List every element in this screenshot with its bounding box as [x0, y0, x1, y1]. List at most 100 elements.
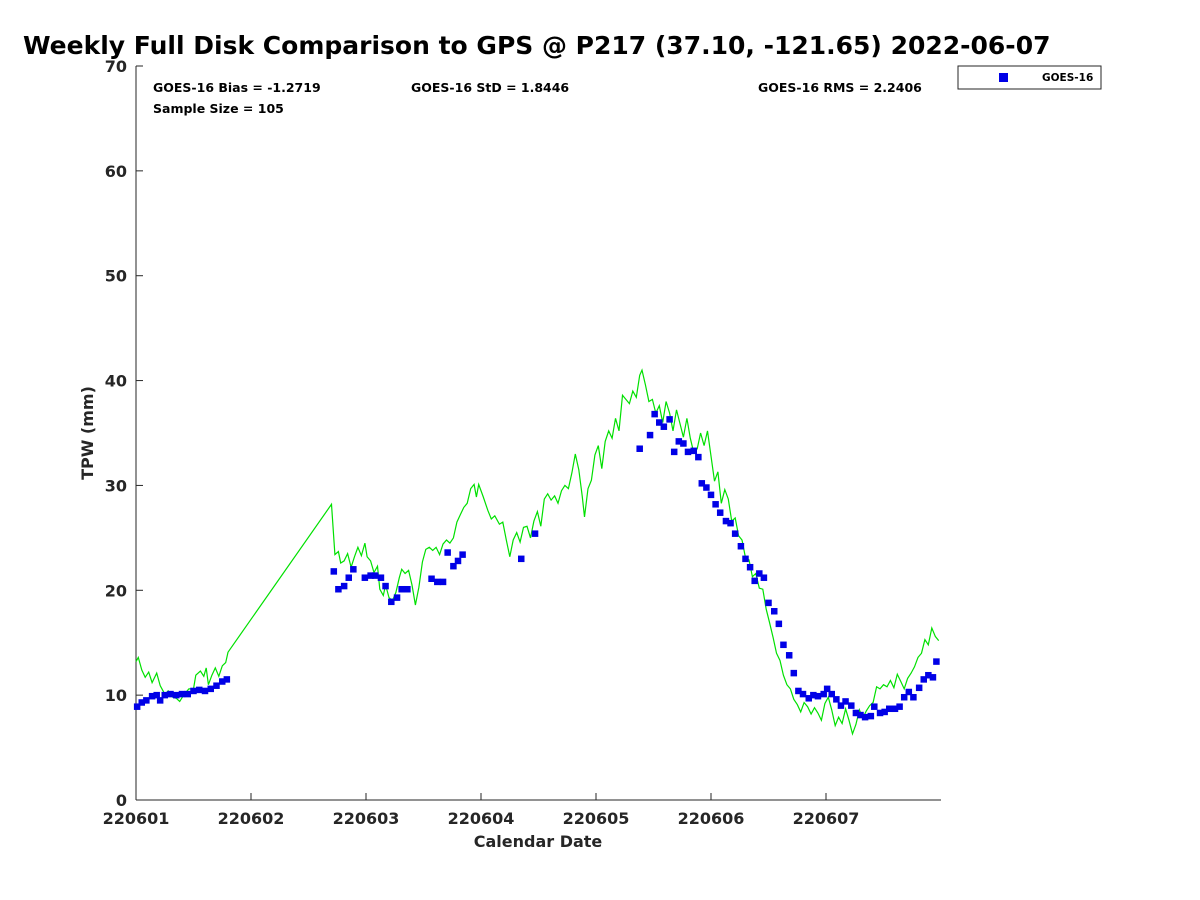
data-point	[439, 578, 447, 586]
data-point	[184, 690, 191, 698]
stat-bias: GOES-16 Bias = -1.2719	[153, 80, 321, 95]
data-point	[161, 691, 168, 699]
data-point	[382, 582, 389, 590]
x-ticks: 220601 220602 220603 220604 220605 220606 2206…	[103, 793, 860, 828]
data-point	[371, 572, 379, 579]
data-point	[896, 703, 903, 710]
data-point	[367, 572, 374, 579]
data-point	[684, 448, 692, 456]
data-point	[722, 517, 730, 525]
data-point	[915, 684, 923, 692]
data-point	[820, 690, 827, 698]
legend-box	[957, 65, 1102, 90]
data-point	[933, 658, 940, 665]
data-point	[857, 711, 864, 719]
data-point	[518, 555, 525, 563]
data-point	[751, 577, 758, 585]
data-point	[223, 676, 231, 683]
data-point	[785, 652, 793, 659]
data-point	[690, 447, 697, 455]
data-point	[852, 709, 860, 717]
data-point	[156, 697, 164, 704]
chart-title: Weekly Full Disk Comparison to GPS @ P21…	[23, 31, 1050, 60]
data-point	[143, 697, 150, 704]
data-point	[886, 705, 893, 713]
data-point	[454, 557, 462, 565]
x-tick-label: 220607	[793, 809, 860, 828]
legend-marker-goes16	[999, 73, 1008, 82]
data-point	[707, 491, 715, 499]
data-point	[790, 669, 798, 677]
data-point	[727, 519, 734, 527]
data-point	[178, 690, 186, 698]
data-point	[646, 431, 654, 439]
data-point	[148, 692, 156, 700]
data-point	[190, 687, 197, 695]
data-point	[861, 713, 869, 721]
data-point	[428, 575, 435, 583]
y-tick-label: 40	[105, 372, 127, 391]
data-point	[196, 686, 203, 694]
data-point	[695, 453, 702, 461]
data-point	[138, 699, 145, 706]
data-point	[153, 691, 160, 699]
data-point	[330, 568, 338, 575]
y-axis-label: TPW (mm)	[78, 386, 97, 480]
data-point	[444, 549, 451, 556]
data-point	[133, 703, 141, 710]
data-point	[814, 692, 822, 700]
y-tick-label: 0	[116, 791, 127, 810]
y-tick-label: 50	[105, 267, 127, 286]
data-point	[756, 570, 763, 577]
data-point	[656, 419, 663, 426]
x-tick-label: 220606	[678, 809, 745, 828]
data-point	[760, 574, 768, 581]
y-tick-label: 10	[105, 686, 127, 705]
data-point	[925, 671, 932, 679]
data-point	[666, 416, 673, 423]
stat-std: GOES-16 StD = 1.8446	[411, 80, 569, 95]
data-point	[833, 696, 840, 703]
y-ticks: 0 10 20 30 40 50 60 70	[105, 57, 143, 810]
data-point	[173, 691, 180, 699]
data-point	[201, 687, 209, 695]
goes16-scatter-series	[133, 410, 940, 721]
data-point	[900, 693, 908, 701]
y-tick-label: 60	[105, 162, 127, 181]
data-point	[795, 687, 802, 695]
x-axis-label: Calendar Date	[474, 832, 603, 851]
legend-label-goes16: GOES-16	[1042, 72, 1093, 84]
data-point	[891, 705, 899, 713]
gps-line-series	[135, 368, 940, 736]
data-point	[828, 690, 835, 698]
data-point	[805, 695, 812, 702]
stat-rms: GOES-16 RMS = 2.2406	[758, 80, 922, 95]
data-point	[675, 438, 683, 445]
data-point	[388, 598, 395, 606]
data-point	[636, 445, 643, 452]
data-point	[867, 712, 875, 720]
data-point	[929, 674, 937, 681]
data-point	[213, 682, 220, 689]
data-point	[531, 530, 539, 537]
data-point	[837, 702, 845, 709]
data-point	[712, 501, 719, 508]
data-point	[670, 448, 678, 456]
stat-sample-size: Sample Size = 105	[153, 101, 284, 116]
data-point	[377, 574, 385, 581]
data-point	[876, 709, 884, 717]
data-point	[459, 551, 466, 558]
data-point	[207, 685, 214, 693]
data-point	[881, 708, 888, 716]
data-point	[775, 620, 783, 628]
data-point	[823, 685, 831, 693]
data-point	[450, 562, 457, 570]
data-point	[219, 678, 226, 685]
data-point	[393, 594, 401, 601]
data-point	[703, 484, 710, 491]
x-tick-label: 220605	[563, 809, 630, 828]
data-point	[660, 423, 668, 430]
x-tick-label: 220601	[103, 809, 170, 828]
data-point	[434, 578, 441, 586]
